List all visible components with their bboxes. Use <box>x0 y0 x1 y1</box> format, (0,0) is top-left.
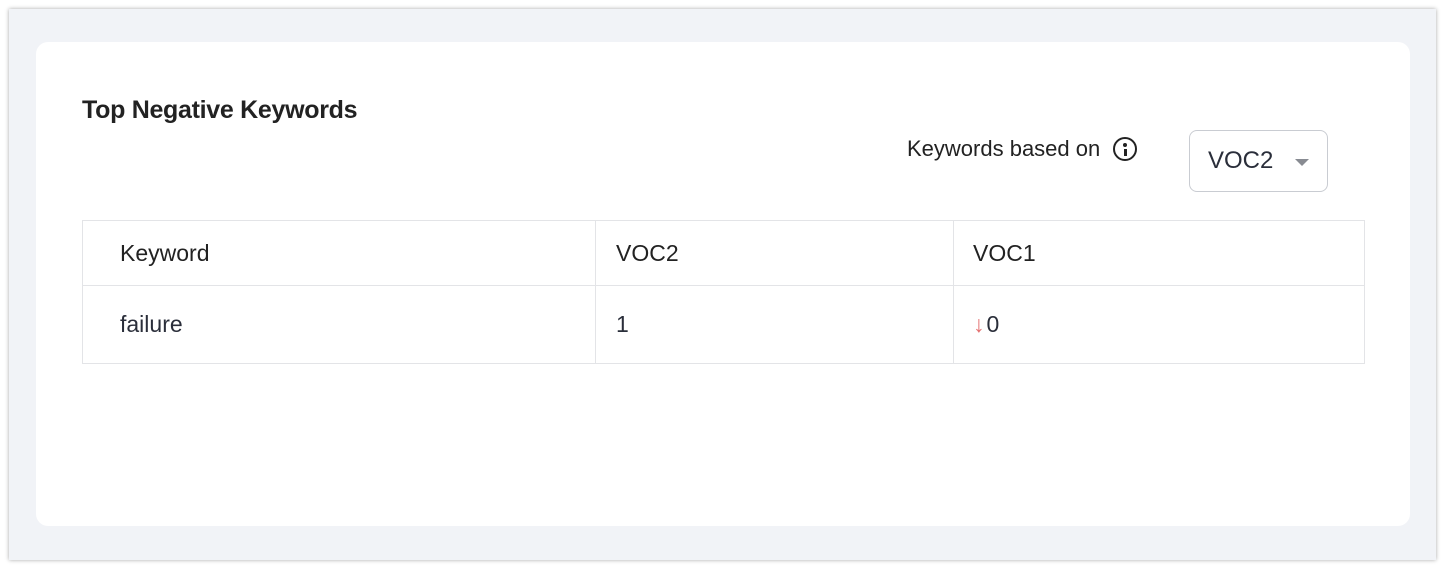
column-header-voc1: VOC1 <box>953 220 1365 286</box>
selected-option: VOC2 <box>1208 147 1274 174</box>
voc2-cell: 1 <box>595 285 954 364</box>
chevron-down-icon <box>1295 159 1309 166</box>
card-title: Top Negative Keywords <box>82 96 358 124</box>
table-row: failure 1 ↓0 <box>82 285 1365 364</box>
keyword-cell: failure <box>82 285 596 364</box>
voc-select-dropdown[interactable]: VOC2 <box>1189 130 1328 192</box>
based-on-label: Keywords based on <box>907 136 1101 161</box>
arrow-down-icon: ↓ <box>973 311 985 337</box>
column-header-voc2: VOC2 <box>595 220 954 286</box>
voc1-cell: ↓0 <box>953 285 1365 364</box>
dashboard-background: Top Negative Keywords Keywords based on … <box>9 9 1436 560</box>
voc1-value: 0 <box>986 311 1000 337</box>
info-icon[interactable] <box>1113 137 1138 161</box>
keywords-table: Keyword VOC2 VOC1 failure 1 ↓0 <box>82 220 1365 364</box>
top-negative-keywords-card: Top Negative Keywords Keywords based on … <box>36 42 1410 526</box>
keywords-based-on: Keywords based on <box>907 136 1138 162</box>
table-header-row: Keyword VOC2 VOC1 <box>82 220 1365 286</box>
column-header-keyword: Keyword <box>82 220 596 286</box>
